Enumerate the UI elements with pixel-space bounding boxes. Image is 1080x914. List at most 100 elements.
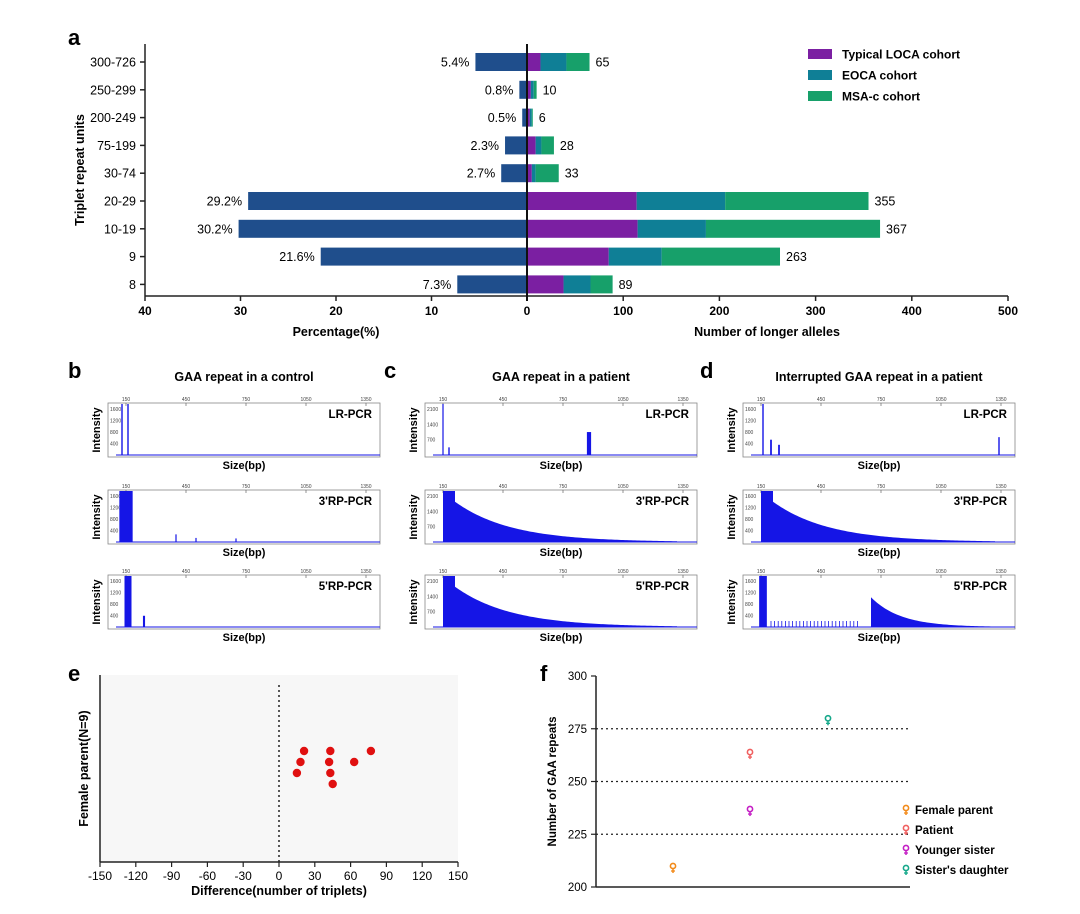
x-axis-title: Size(bp)	[223, 460, 266, 472]
y-axis-title: Intensity	[726, 407, 738, 453]
legend-label: MSA-c cohort	[842, 90, 920, 104]
x-tick-label: -30	[235, 869, 253, 883]
trace-row: 150 450 750 1050 1350 1600 1200 800 400 Intensity…	[91, 569, 381, 644]
allele-bar-segment	[535, 136, 542, 155]
data-point	[328, 779, 337, 789]
y-tick-label: 1200	[110, 419, 121, 425]
category-label: 200-249	[90, 111, 136, 125]
legend-female-icon	[902, 864, 910, 875]
y-tick-label: 1600	[110, 494, 121, 500]
size-tick-label: 150	[439, 569, 448, 575]
y-tick-label: 800	[745, 602, 754, 608]
y-tick-label: 1200	[745, 591, 756, 597]
size-tick-label: 750	[242, 484, 251, 490]
legend-swatch	[808, 49, 832, 59]
method-label: 5'RP-PCR	[319, 581, 373, 593]
allele-bar-segment	[527, 275, 564, 294]
percentage-bar	[519, 80, 527, 99]
size-tick-label: 150	[757, 569, 766, 575]
total-label: 33	[565, 167, 579, 181]
trace-frame	[742, 574, 1016, 630]
trace-row: 150 450 750 1050 1350 1600 1200 800 400 Intensity…	[726, 484, 1016, 559]
y-tick-label: 1600	[745, 494, 756, 500]
y-axis-title: Number of GAA repeats	[547, 717, 559, 847]
legend-female-icon	[902, 804, 910, 815]
female-data-point	[669, 862, 677, 874]
y-tick-label: 2100	[427, 579, 438, 585]
y-tick-label: 700	[427, 525, 436, 531]
trace-row: 150 450 750 1050 1350 1600 1200 800 400 Intensity…	[726, 569, 1016, 644]
y-tick-label: 250	[568, 777, 587, 789]
size-tick-label: 1050	[617, 397, 628, 403]
method-label: 5'RP-PCR	[954, 581, 1008, 593]
allele-bar-segment	[527, 247, 609, 266]
category-label: 20-29	[104, 195, 136, 209]
allele-bar-segment	[527, 53, 541, 71]
category-label: 250-299	[90, 83, 136, 97]
trace-peak	[442, 404, 444, 455]
allele-bar-segment	[636, 192, 726, 210]
category-label: 10-19	[104, 222, 136, 236]
allele-bar-segment	[527, 108, 530, 127]
trace-frame	[107, 489, 381, 545]
method-label: 3'RP-PCR	[954, 496, 1008, 508]
female-symbol-ring	[669, 862, 677, 870]
data-point	[366, 746, 376, 756]
x-axis-title: Size(bp)	[540, 460, 583, 472]
size-tick-label: 1350	[995, 484, 1006, 490]
size-tick-label: 150	[757, 397, 766, 403]
x-tick-label: -60	[199, 869, 217, 883]
panel-c-electropherograms: GAA repeat in a patient 150 450 750 1050 1350…	[408, 370, 698, 644]
size-tick-label: 1350	[677, 569, 688, 575]
legend-label: Female parent	[915, 805, 993, 817]
total-label: 263	[786, 250, 807, 264]
secondary-repeat-ladder	[871, 597, 1005, 627]
size-tick-label: 750	[559, 484, 568, 490]
size-tick-label: 150	[122, 484, 131, 490]
y-tick-label: 1400	[427, 422, 438, 428]
trace-row: 150 450 750 1050 1350 2100 1400 700 Intensity Siz…	[408, 569, 698, 644]
y-axis-title: Intensity	[91, 579, 103, 625]
panel-letter-c: c	[384, 358, 396, 383]
trace-peak	[235, 538, 237, 542]
percentage-label: 29.2%	[207, 195, 242, 209]
legend-label: Sister's daughter	[915, 865, 1009, 877]
trace-frame	[107, 574, 381, 630]
total-label: 6	[539, 111, 546, 125]
trace-frame	[424, 402, 698, 458]
percentage-label: 5.4%	[441, 56, 470, 70]
female-data-point	[746, 805, 754, 817]
category-label: 8	[129, 278, 136, 292]
data-point	[326, 768, 335, 778]
legend-label: Typical LOCA cohort	[842, 48, 960, 62]
x-tick-label-right: 500	[998, 304, 1018, 318]
trace-row: 150 450 750 1050 1350 1600 1200 800 400 Intensity…	[726, 397, 1016, 472]
x-axis-title: Size(bp)	[858, 460, 901, 472]
female-symbol-ring	[902, 824, 910, 832]
size-tick-label: 750	[877, 484, 886, 490]
panel-title: GAA repeat in a control	[174, 370, 313, 384]
allele-bar-segment	[637, 219, 706, 238]
trace-frame	[742, 402, 1016, 458]
percentage-bar	[457, 275, 527, 294]
x-axis-title: Size(bp)	[858, 632, 901, 644]
y-tick-label: 700	[427, 438, 436, 444]
x-tick-label: 30	[308, 869, 322, 883]
allele-bar-segment	[661, 247, 781, 266]
y-tick-label: 700	[427, 610, 436, 616]
panel-f-pedigree-scatter: 300 275 250 225 200 Number of GAA repeats Fema…	[547, 671, 1009, 894]
percentage-bar	[238, 219, 527, 238]
x-tick-label: 90	[380, 869, 394, 883]
category-label: 300-726	[90, 56, 136, 70]
y-tick-label: 400	[745, 442, 754, 448]
percentage-label: 2.7%	[467, 167, 496, 181]
female-symbol-ring	[902, 864, 910, 872]
panel-b-electropherograms: GAA repeat in a control 150 450 750 1050 1350…	[91, 370, 381, 644]
legend-female-icon	[902, 844, 910, 855]
y-axis-title: Intensity	[408, 407, 420, 453]
category-label: 75-199	[97, 139, 136, 153]
method-label: LR-PCR	[964, 409, 1008, 421]
percentage-bar	[320, 247, 527, 266]
size-tick-label: 1350	[677, 484, 688, 490]
